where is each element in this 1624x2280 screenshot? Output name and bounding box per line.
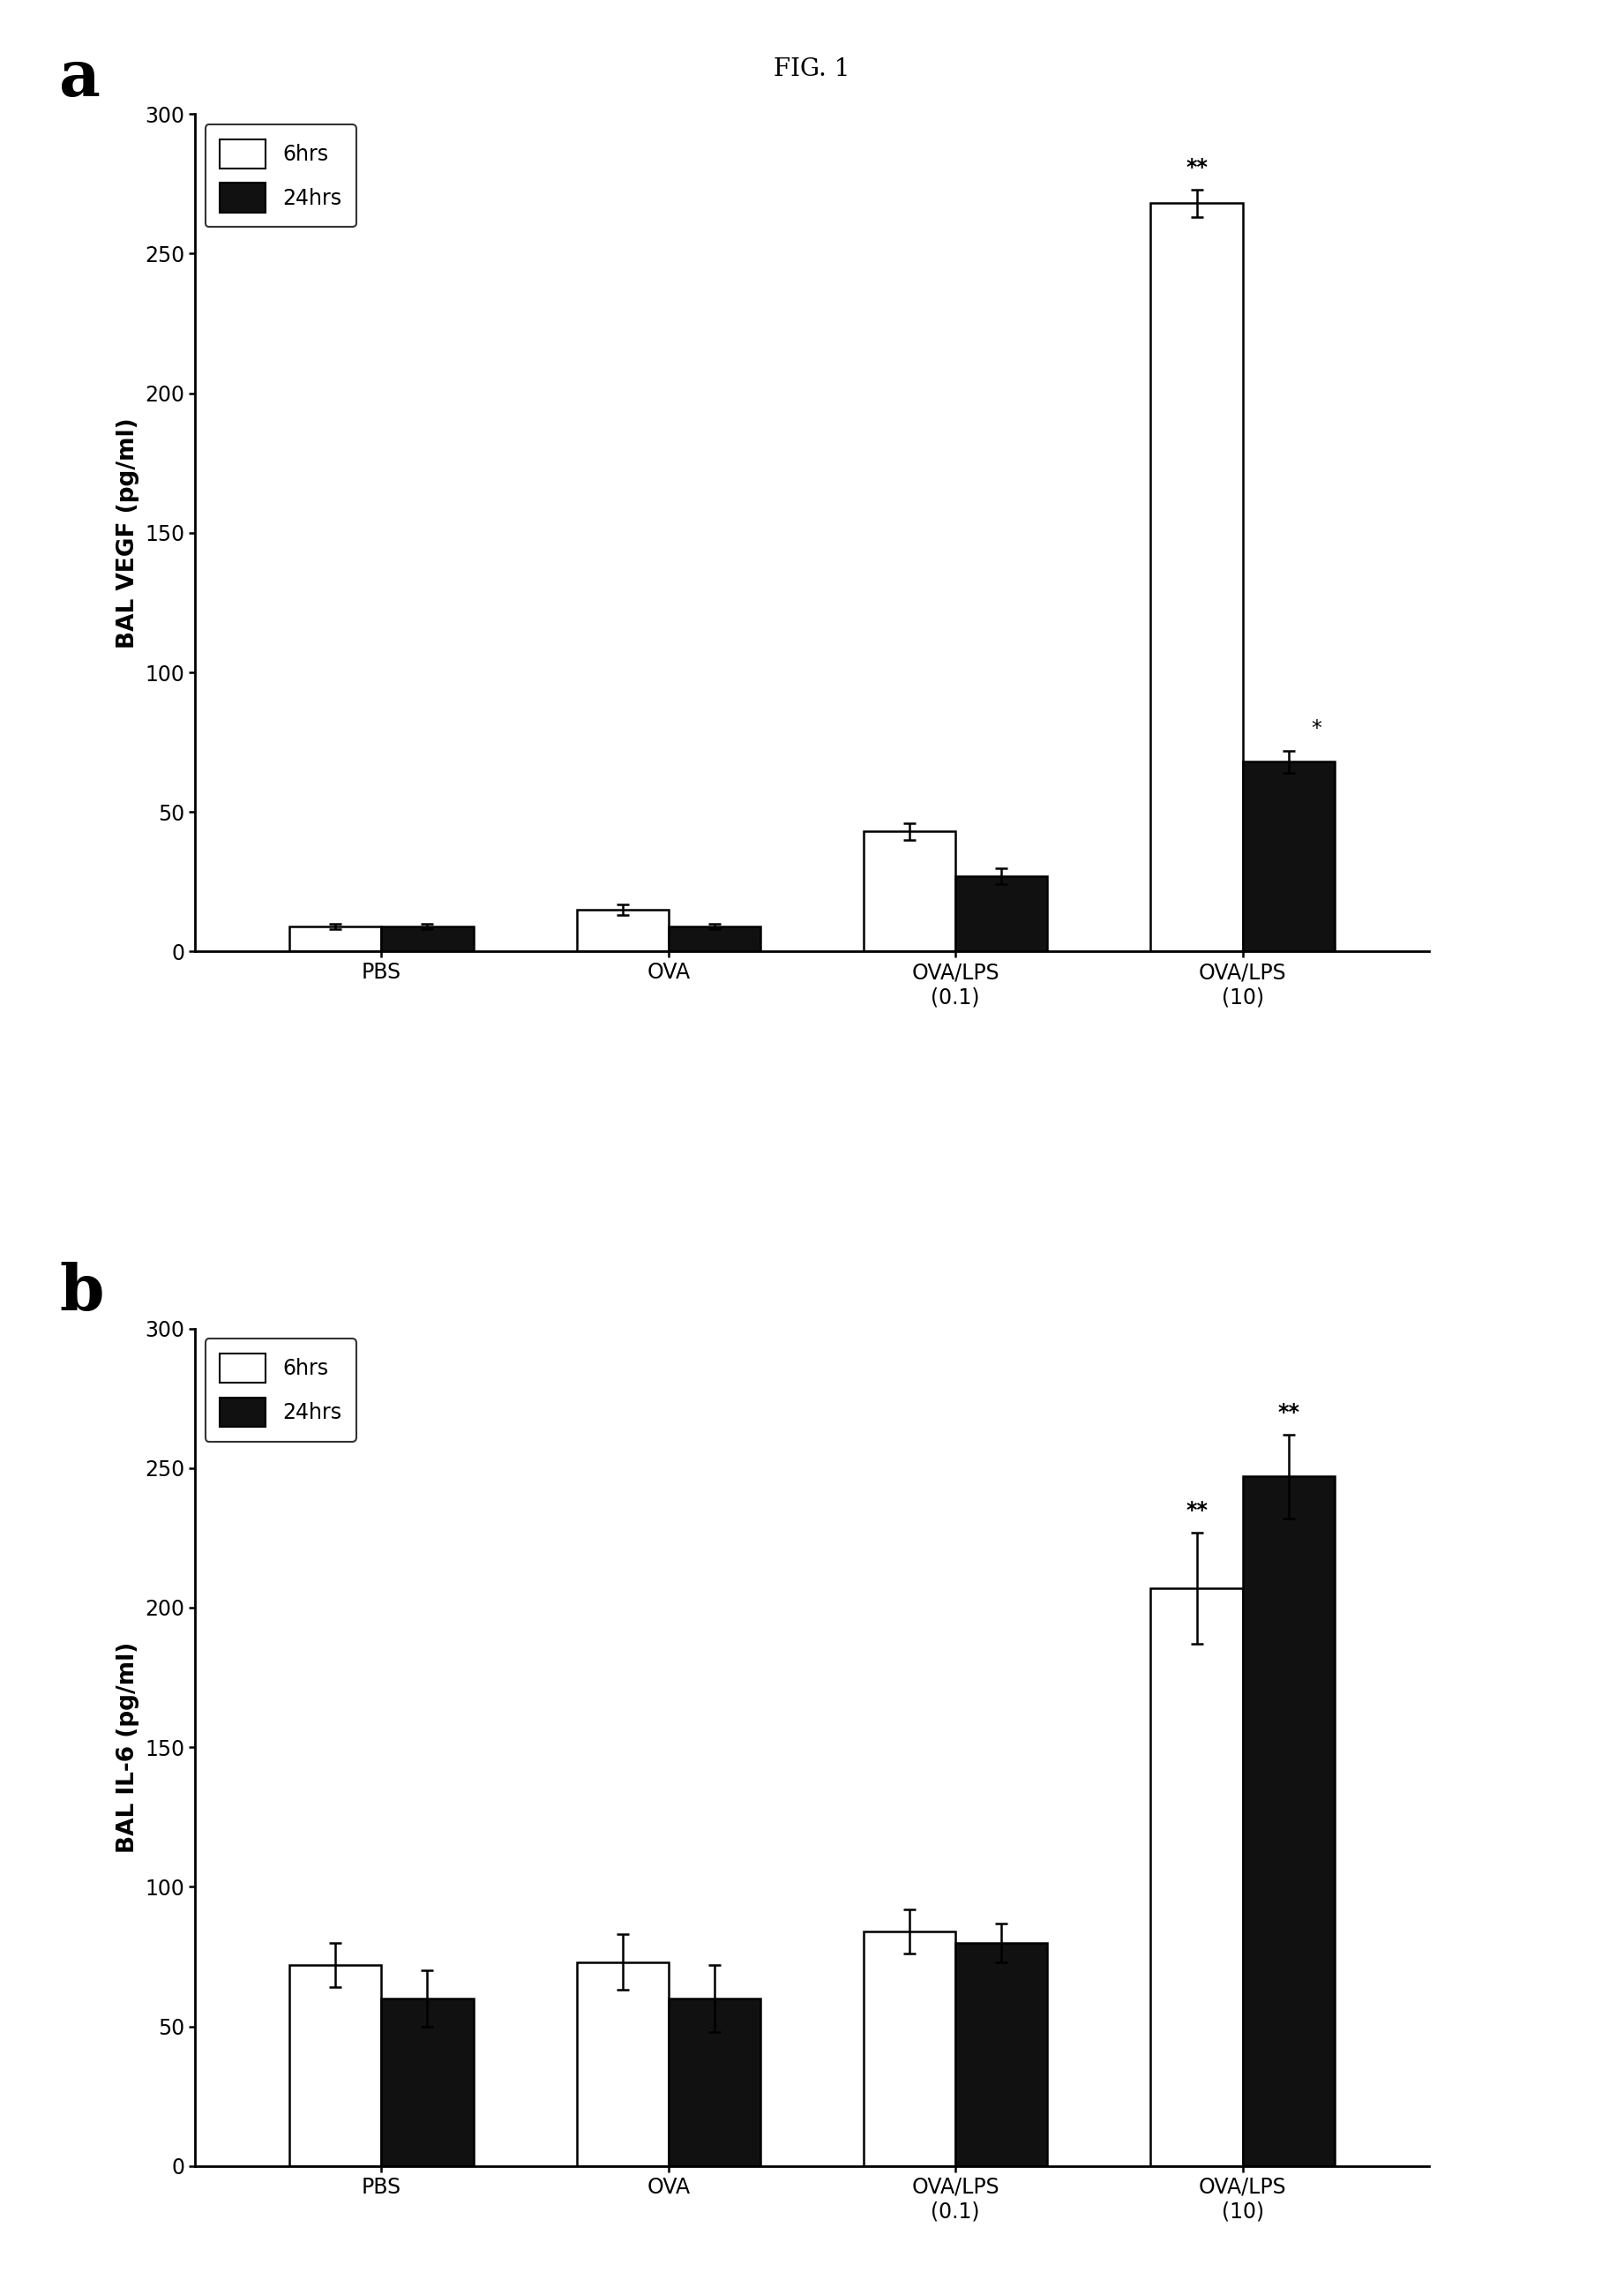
- Text: FIG. 1: FIG. 1: [775, 57, 849, 80]
- Bar: [864, 832, 955, 951]
- Bar: [1151, 1589, 1242, 2166]
- Bar: [577, 1963, 669, 2166]
- Bar: [864, 1931, 955, 2166]
- Bar: [1151, 203, 1242, 951]
- Bar: [669, 2000, 760, 2166]
- Y-axis label: BAL IL-6 (pg/ml): BAL IL-6 (pg/ml): [117, 1642, 140, 1854]
- Bar: [289, 1965, 382, 2166]
- Bar: [669, 926, 760, 951]
- Bar: [1242, 1477, 1335, 2166]
- Bar: [382, 926, 473, 951]
- Text: **: **: [1186, 1500, 1208, 1521]
- Bar: [382, 2000, 473, 2166]
- Bar: [955, 876, 1047, 951]
- Bar: [955, 1943, 1047, 2166]
- Bar: [289, 926, 382, 951]
- Legend: 6hrs, 24hrs: 6hrs, 24hrs: [205, 1338, 356, 1441]
- Text: a: a: [58, 48, 101, 109]
- Text: **: **: [1186, 157, 1208, 178]
- Text: *: *: [1312, 718, 1322, 739]
- Text: b: b: [58, 1261, 104, 1325]
- Y-axis label: BAL VEGF (pg/ml): BAL VEGF (pg/ml): [117, 417, 140, 648]
- Bar: [577, 910, 669, 951]
- Legend: 6hrs, 24hrs: 6hrs, 24hrs: [205, 125, 356, 228]
- Bar: [1242, 762, 1335, 951]
- Text: **: **: [1278, 1402, 1299, 1423]
